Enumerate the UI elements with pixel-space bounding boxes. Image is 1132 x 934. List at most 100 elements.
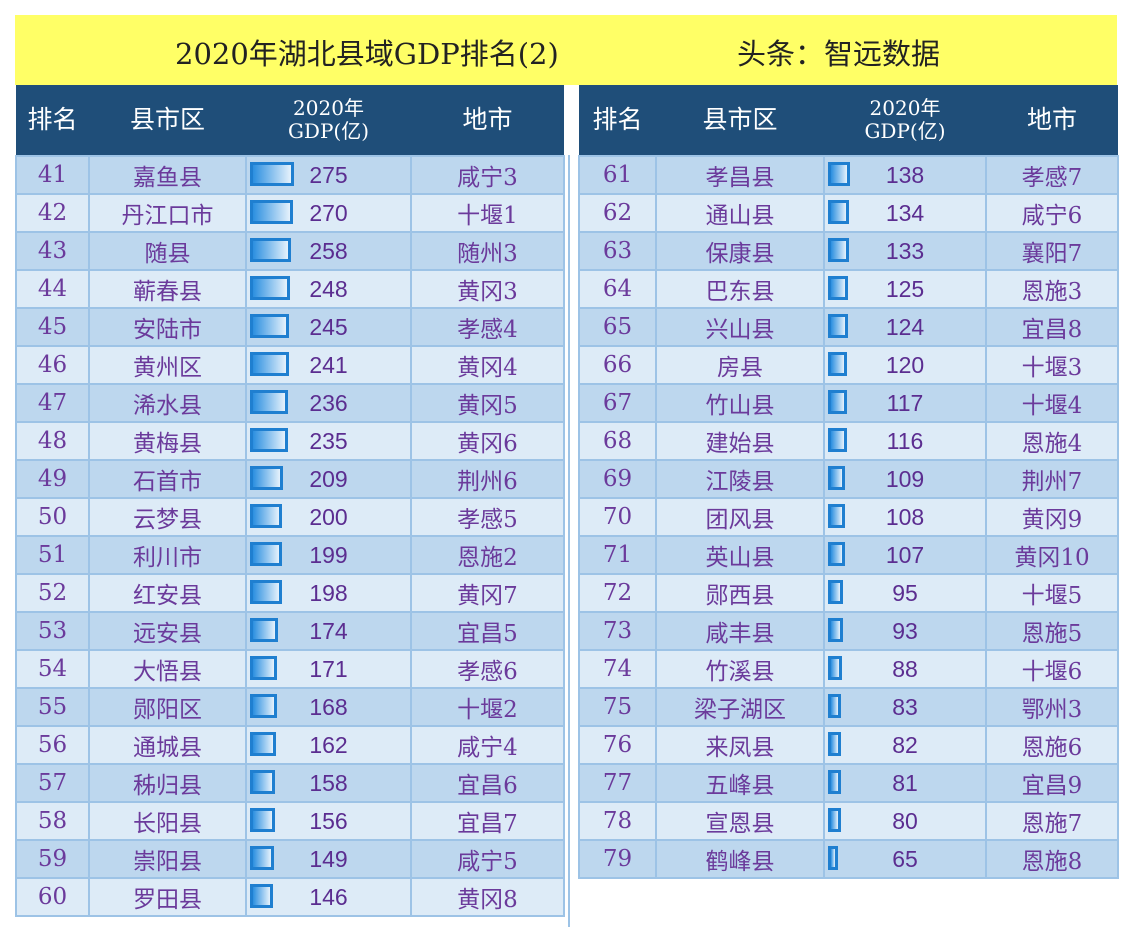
gdp-value: 65 [892,845,918,872]
gdp-cell: 82 [823,725,987,765]
table-row: 46 黄州区 241 黄冈4 [15,345,565,385]
city-cell: 宜昌6 [410,763,565,803]
gdp-cell: 174 [245,611,412,651]
rank-cell: 62 [578,193,657,233]
header-rank: 排名 [579,85,656,156]
table-row: 60 罗田县 146 黄冈8 [15,877,565,917]
gdp-cell: 134 [823,193,987,233]
county-cell: 蕲春县 [88,269,247,309]
gdp-cell: 83 [823,687,987,727]
gdp-data-bar [828,542,845,566]
gdp-value: 162 [309,731,348,758]
city-cell: 恩施2 [410,535,565,575]
rank-cell: 78 [578,801,657,841]
gdp-value: 245 [309,313,348,340]
county-cell: 通山县 [655,193,825,233]
city-cell: 十堰5 [985,573,1119,613]
gdp-data-bar [250,808,275,832]
gdp-data-bar [250,200,293,224]
table-row: 48 黄梅县 235 黄冈6 [15,421,565,461]
city-cell: 黄冈7 [410,573,565,613]
table-row: 45 安陆市 245 孝感4 [15,307,565,347]
gdp-value: 120 [885,351,925,378]
header-county: 县市区 [89,85,246,156]
header-rank: 排名 [16,85,89,156]
rank-cell: 52 [15,573,90,613]
gdp-cell: 109 [823,459,987,499]
gdp-cell: 270 [245,193,412,233]
gdp-data-bar [250,238,291,262]
county-cell: 英山县 [655,535,825,575]
header-gdp-unit: GDP(亿) [864,119,946,143]
gdp-value: 258 [309,237,348,264]
rank-cell: 69 [578,459,657,499]
gdp-data-bar [250,694,277,718]
gdp-value: 171 [309,655,348,682]
city-cell: 咸宁3 [410,155,565,195]
rank-cell: 58 [15,801,90,841]
gdp-value: 108 [885,503,925,530]
rank-cell: 48 [15,421,90,461]
gdp-value: 124 [885,313,925,340]
gdp-data-bar [828,732,841,756]
rank-cell: 50 [15,497,90,537]
rank-cell: 68 [578,421,657,461]
table-row: 72 郧西县 95 十堰5 [578,573,1119,613]
city-cell: 恩施6 [985,725,1119,765]
table-row: 58 长阳县 156 宜昌7 [15,801,565,841]
gdp-value: 95 [892,579,918,606]
rank-cell: 71 [578,535,657,575]
gdp-value: 241 [309,351,348,378]
rank-cell: 63 [578,231,657,271]
gdp-cell: 124 [823,307,987,347]
city-cell: 荆州7 [985,459,1119,499]
table-row: 74 竹溪县 88 十堰6 [578,649,1119,689]
city-cell: 恩施7 [985,801,1119,841]
table-row: 69 江陵县 109 荆州7 [578,459,1119,499]
header-gdp-unit: GDP(亿) [287,119,370,143]
gdp-cell: 146 [245,877,412,917]
gdp-data-bar [250,580,282,604]
rank-cell: 51 [15,535,90,575]
gdp-value: 82 [892,731,918,758]
rank-cell: 45 [15,307,90,347]
county-cell: 石首市 [88,459,247,499]
city-cell: 十堰1 [410,193,565,233]
gdp-cell: 209 [245,459,412,499]
county-cell: 巴东县 [655,269,825,309]
gdp-value: 200 [309,503,348,530]
rank-cell: 56 [15,725,90,765]
divider [568,155,570,927]
city-cell: 咸宁6 [985,193,1119,233]
gdp-data-bar [828,846,838,870]
rank-cell: 72 [578,573,657,613]
table-row: 73 咸丰县 93 恩施5 [578,611,1119,651]
gdp-value: 199 [309,541,348,568]
table-row: 77 五峰县 81 宜昌9 [578,763,1119,803]
table-row: 41 嘉鱼县 275 咸宁3 [15,155,565,195]
county-cell: 随县 [88,231,247,271]
gdp-value: 235 [309,427,348,454]
table-row: 43 随县 258 随州3 [15,231,565,271]
gdp-data-bar [250,846,274,870]
gdp-value: 146 [309,883,348,910]
city-cell: 宜昌5 [410,611,565,651]
county-cell: 通城县 [88,725,247,765]
county-cell: 孝昌县 [655,155,825,195]
gdp-value: 236 [309,389,348,416]
gdp-data-bar [250,884,273,908]
header-city: 地市 [986,85,1118,156]
rank-cell: 59 [15,839,90,879]
gdp-value: 156 [309,807,348,834]
ranking-table-right: 排名 县市区 2020年 GDP(亿) 地市 61 孝昌县 138 孝感7 62 通山县 13… [578,85,1119,879]
county-cell: 红安县 [88,573,247,613]
gdp-cell: 199 [245,535,412,575]
gdp-data-bar [250,390,288,414]
rank-cell: 55 [15,687,90,727]
table-row: 64 巴东县 125 恩施3 [578,269,1119,309]
county-cell: 浠水县 [88,383,247,423]
county-cell: 利川市 [88,535,247,575]
gdp-data-bar [828,504,845,528]
page-title: 2020年湖北县域GDP排名(2) [175,37,559,71]
county-cell: 来凤县 [655,725,825,765]
